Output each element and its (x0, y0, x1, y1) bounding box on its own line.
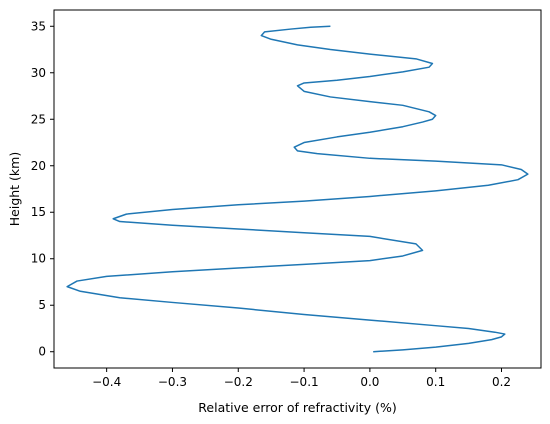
y-tick-label: 25 (31, 112, 46, 126)
y-axis-label: Height (km) (7, 152, 22, 226)
x-tick-label: −0.3 (158, 375, 187, 389)
plot-frame (53, 9, 542, 369)
y-tick-label: 30 (31, 66, 46, 80)
y-axis-ticks: 0 5 10 15 20 25 30 35 (31, 19, 54, 359)
x-axis-label: Relative error of refractivity (%) (198, 400, 396, 415)
x-tick-label: 0.0 (360, 375, 379, 389)
y-tick-label: 0 (38, 345, 46, 359)
y-tick-label: 15 (31, 205, 46, 219)
x-tick-label: 0.1 (426, 375, 445, 389)
x-axis-ticks: −0.4 −0.3 −0.2 −0.1 0.0 0.1 0.2 (92, 368, 511, 389)
x-tick-label: 0.2 (492, 375, 511, 389)
x-tick-label: −0.4 (92, 375, 121, 389)
y-tick-label: 35 (31, 19, 46, 33)
y-tick-label: 5 (38, 298, 46, 312)
x-tick-label: −0.1 (290, 375, 319, 389)
plot-layer (66, 25, 529, 353)
y-tick-label: 20 (31, 159, 46, 173)
series-line-0 (66, 25, 529, 353)
x-tick-label: −0.2 (224, 375, 253, 389)
y-tick-label: 10 (31, 252, 46, 266)
